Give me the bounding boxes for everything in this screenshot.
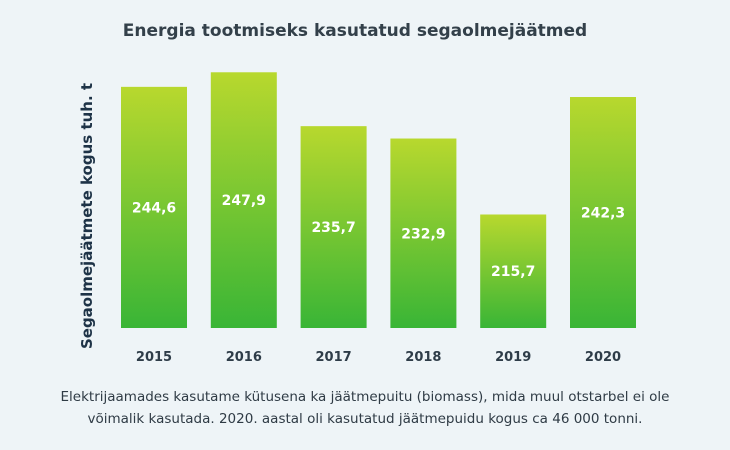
bar-2019 <box>480 214 547 328</box>
bars-group: 244,6 2015 247,9 2016 235,7 2017 232,9 2018 215,… <box>121 72 636 365</box>
data-label-2020: 242,3 <box>581 206 625 222</box>
x-tick-2018: 2018 <box>405 350 441 365</box>
chart-caption: Elektrijaamades kasutame kütusena ka jää… <box>60 389 670 427</box>
x-tick-2015: 2015 <box>136 350 172 365</box>
data-label-2016: 247,9 <box>222 193 266 209</box>
bar-2020 <box>570 97 636 328</box>
bar-2018 <box>390 138 457 328</box>
data-label-2019: 215,7 <box>491 264 535 280</box>
chart-title: Energia tootmiseks kasutatud segaolmejää… <box>123 21 587 41</box>
x-tick-2019: 2019 <box>495 350 531 365</box>
y-axis-label: Segaolmejäätmete kogus tuh. t <box>78 83 96 349</box>
data-label-2015: 244,6 <box>132 200 176 216</box>
bar-2017 <box>300 126 367 329</box>
data-label-2018: 232,9 <box>401 226 445 242</box>
x-tick-2016: 2016 <box>226 350 262 365</box>
x-tick-2017: 2017 <box>316 350 352 365</box>
x-tick-2020: 2020 <box>585 350 621 365</box>
bar-2015 <box>121 86 187 328</box>
bar-2016 <box>210 72 277 329</box>
data-label-2017: 235,7 <box>311 220 355 236</box>
